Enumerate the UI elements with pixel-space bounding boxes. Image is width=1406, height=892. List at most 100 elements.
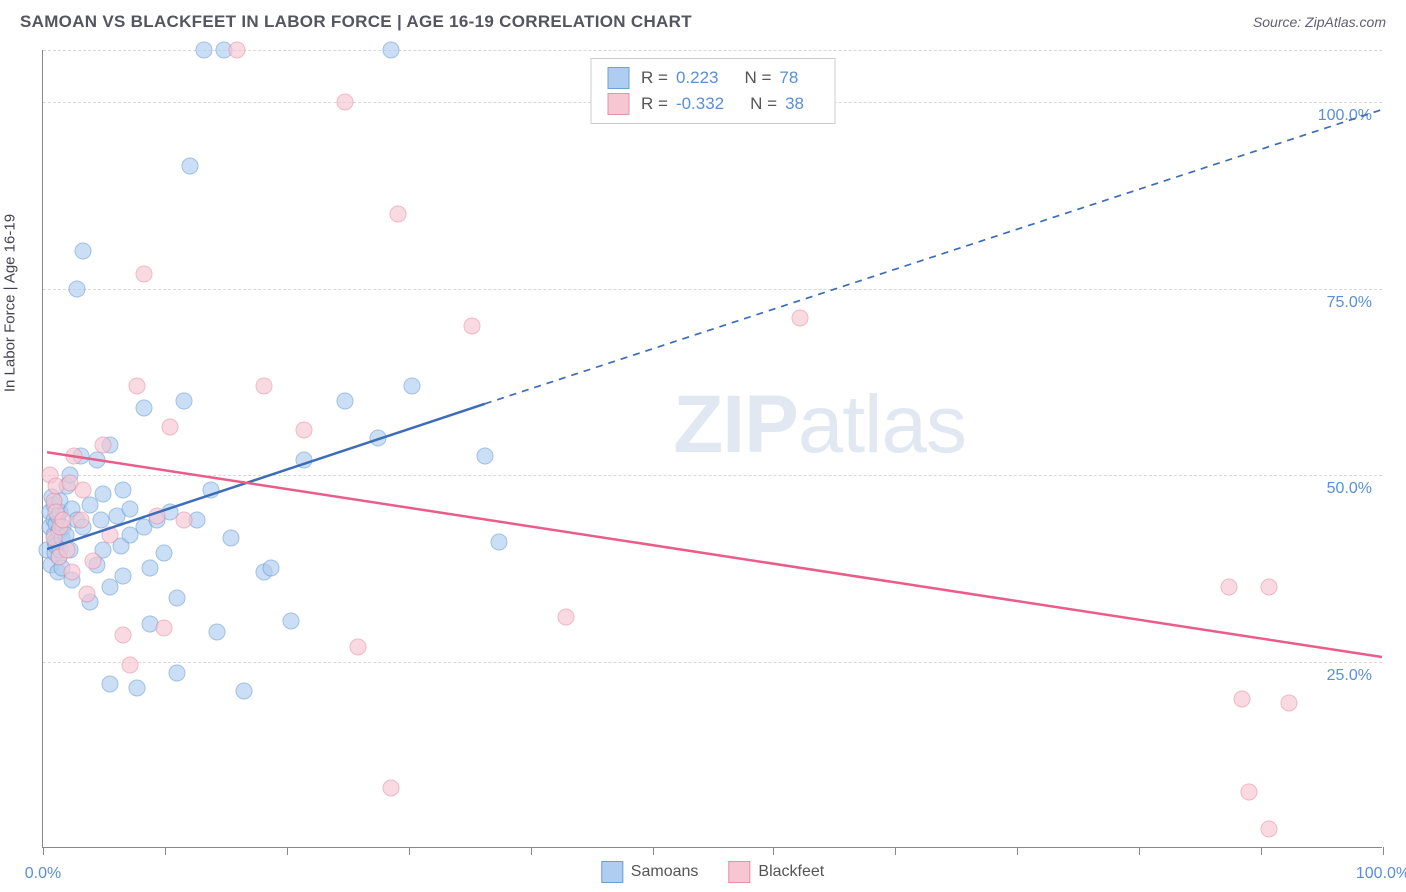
- data-point: [256, 377, 273, 394]
- data-point: [1241, 784, 1258, 801]
- legend-swatch: [607, 93, 629, 115]
- data-point: [182, 157, 199, 174]
- data-point: [296, 422, 313, 439]
- data-point: [403, 377, 420, 394]
- x-tick: [531, 847, 532, 855]
- data-point: [229, 42, 246, 59]
- data-point: [128, 377, 145, 394]
- stat-label-n: N =: [744, 68, 771, 88]
- data-point: [477, 448, 494, 465]
- data-point: [1261, 821, 1278, 838]
- x-tick: [773, 847, 774, 855]
- data-point: [175, 511, 192, 528]
- x-tick: [1139, 847, 1140, 855]
- data-point: [102, 526, 119, 543]
- data-point: [115, 567, 132, 584]
- data-point: [169, 590, 186, 607]
- stat-value-n: 38: [785, 94, 804, 114]
- data-point: [195, 42, 212, 59]
- data-point: [155, 545, 172, 562]
- x-tick: [1261, 847, 1262, 855]
- data-point: [79, 586, 96, 603]
- data-point: [59, 541, 76, 558]
- x-tick: [165, 847, 166, 855]
- data-point: [490, 534, 507, 551]
- data-point: [102, 675, 119, 692]
- x-tick-label: 0.0%: [25, 865, 61, 883]
- data-point: [282, 612, 299, 629]
- data-point: [349, 638, 366, 655]
- data-point: [1220, 578, 1237, 595]
- source-attribution: Source: ZipAtlas.com: [1253, 14, 1386, 30]
- x-tick: [1017, 847, 1018, 855]
- data-point: [557, 608, 574, 625]
- stat-value-r: -0.332: [676, 94, 724, 114]
- data-point: [95, 437, 112, 454]
- data-point: [383, 780, 400, 797]
- x-tick: [409, 847, 410, 855]
- data-point: [155, 619, 172, 636]
- data-point: [390, 206, 407, 223]
- stat-label-r: R =: [641, 68, 668, 88]
- data-point: [463, 317, 480, 334]
- legend-item: Blackfeet: [728, 861, 824, 883]
- data-point: [262, 560, 279, 577]
- stat-value-r: 0.223: [676, 68, 719, 88]
- data-point: [135, 265, 152, 282]
- data-point: [64, 564, 81, 581]
- data-point: [202, 482, 219, 499]
- data-point: [122, 657, 139, 674]
- data-point: [135, 399, 152, 416]
- data-point: [115, 627, 132, 644]
- data-point: [370, 429, 387, 446]
- correlation-legend: R =0.223N =78R =-0.332N =38: [590, 58, 835, 124]
- data-point: [383, 42, 400, 59]
- data-point: [792, 310, 809, 327]
- y-axis-label: In Labor Force | Age 16-19: [2, 214, 19, 392]
- legend-row: R = -0.332 N = 38: [607, 91, 818, 117]
- stat-label-r: R =: [641, 94, 668, 114]
- data-point: [65, 448, 82, 465]
- data-point: [1261, 578, 1278, 595]
- x-tick-label: 100.0%: [1356, 865, 1406, 883]
- data-point: [222, 530, 239, 547]
- data-point: [75, 482, 92, 499]
- data-point: [115, 482, 132, 499]
- data-point: [72, 511, 89, 528]
- x-tick: [653, 847, 654, 855]
- x-tick: [1383, 847, 1384, 855]
- data-point: [84, 552, 101, 569]
- data-point: [1234, 690, 1251, 707]
- data-point: [142, 560, 159, 577]
- data-point: [55, 511, 72, 528]
- x-tick: [287, 847, 288, 855]
- legend-label: Blackfeet: [758, 863, 824, 881]
- data-point: [236, 683, 253, 700]
- data-point: [75, 243, 92, 260]
- series-legend: Samoans Blackfeet: [601, 861, 824, 883]
- data-point: [296, 452, 313, 469]
- data-point: [336, 392, 353, 409]
- legend-swatch: [728, 861, 750, 883]
- legend-label: Samoans: [631, 863, 699, 881]
- legend-swatch: [607, 67, 629, 89]
- data-point: [88, 452, 105, 469]
- x-tick: [43, 847, 44, 855]
- data-point: [128, 679, 145, 696]
- x-tick: [895, 847, 896, 855]
- legend-item: Samoans: [601, 861, 699, 883]
- legend-swatch: [601, 861, 623, 883]
- chart-title: SAMOAN VS BLACKFEET IN LABOR FORCE | AGE…: [20, 12, 692, 32]
- data-point: [169, 664, 186, 681]
- legend-row: R = 0.223 N = 78: [607, 65, 818, 91]
- scatter-chart: ZIPatlas 25.0%50.0%75.0%100.0% 0.0%100.0…: [42, 50, 1382, 848]
- stat-label-n: N =: [750, 94, 777, 114]
- data-point: [95, 485, 112, 502]
- data-point: [1281, 694, 1298, 711]
- data-point: [148, 508, 165, 525]
- data-point: [209, 623, 226, 640]
- data-point: [175, 392, 192, 409]
- data-point: [122, 500, 139, 517]
- stat-value-n: 78: [779, 68, 798, 88]
- data-point: [162, 418, 179, 435]
